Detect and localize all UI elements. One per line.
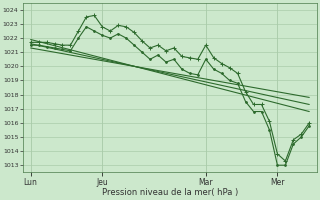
X-axis label: Pression niveau de la mer( hPa ): Pression niveau de la mer( hPa ) [102,188,238,197]
